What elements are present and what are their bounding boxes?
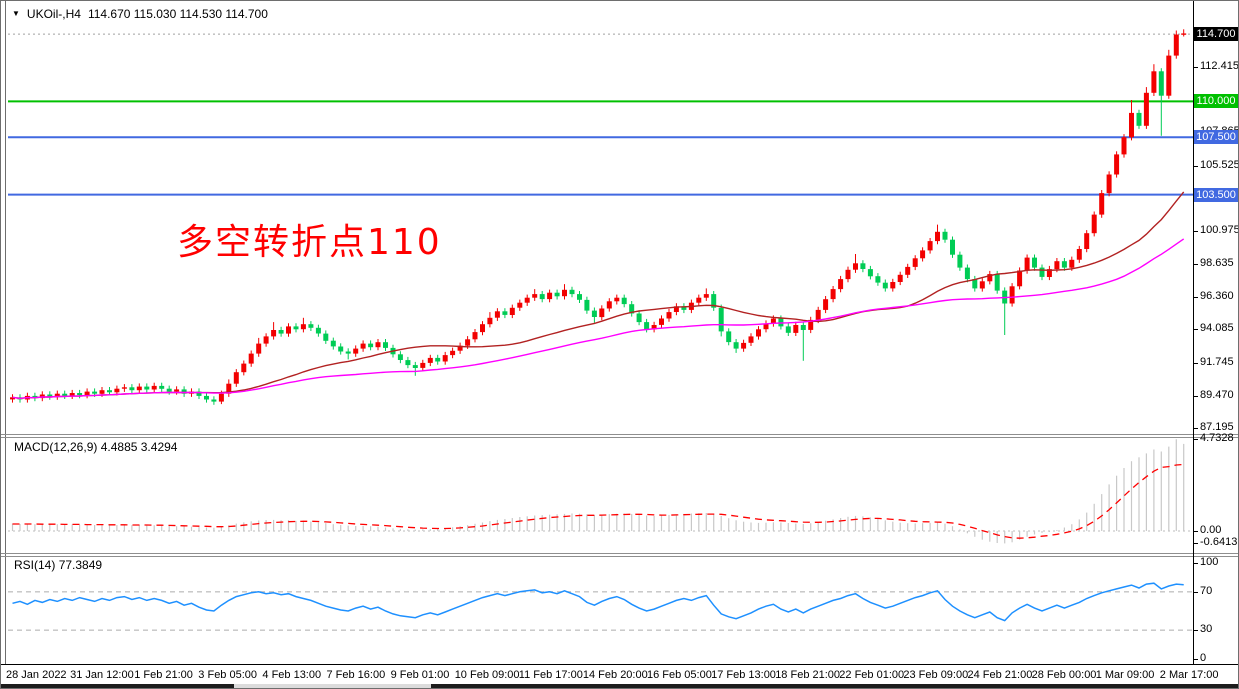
macd-tick-label: -0.6413 [1200, 536, 1238, 548]
macd-svg [8, 439, 1193, 544]
rsi-tick-label: 30 [1200, 623, 1213, 636]
time-axis-label: 23 Feb 09:00 [903, 669, 969, 681]
rsi-value: 77.3849 [58, 558, 103, 572]
time-axis-label: 16 Feb 05:00 [647, 669, 712, 681]
rsi-chart[interactable] [8, 557, 1193, 663]
time-axis-label: 2 Mar 17:00 [1159, 669, 1219, 681]
scrollbar-thumb[interactable] [234, 684, 431, 688]
moving-averages-layer [12, 191, 1185, 400]
panel-splitter[interactable] [1, 553, 1238, 554]
panel-splitter [1, 437, 1238, 438]
horizontal-scrollbar[interactable] [1, 684, 1238, 688]
price-tick [1193, 296, 1198, 298]
time-axis-label: 24 Feb 21:00 [967, 669, 1033, 681]
current-price-badge: 114.700 [1194, 27, 1238, 42]
ohlc-values: 114.670 115.030 114.530 114.700 [87, 7, 268, 21]
panel-splitter[interactable] [1, 434, 1238, 435]
price-tick [1193, 395, 1198, 397]
macd-indicator-label: MACD(12,26,9) 4.4885 3.4294 [14, 440, 178, 454]
rsi-tick [1193, 659, 1198, 660]
time-axis-label: 31 Jan 12:00 [70, 669, 134, 681]
macd-values: 4.4885 3.4294 [100, 440, 178, 454]
macd-tick [1193, 531, 1198, 532]
rsi-svg [8, 582, 1193, 631]
price-tick-label: 89.470 [1200, 388, 1234, 401]
chart-title-bar: ▼ UKOil-,H4 114.670 115.030 114.530 114.… [12, 7, 268, 21]
macd-tick-label: 0.00 [1200, 524, 1222, 536]
macd-signal-line [12, 463, 1184, 539]
price-tick-label: 112.415 [1200, 59, 1239, 72]
price-tick-label: 98.635 [1200, 257, 1234, 270]
time-axis-label: 17 Feb 13:00 [711, 669, 776, 681]
time-axis-label: 11 Feb 17:00 [518, 669, 583, 681]
time-axis-label: 22 Feb 01:00 [839, 669, 905, 681]
time-axis-label: 1 Mar 09:00 [1095, 669, 1155, 681]
main-price-chart[interactable] [8, 25, 1193, 434]
time-axis-label: 18 Feb 21:00 [775, 669, 841, 681]
panel-splitter [1, 556, 1238, 557]
price-tick-label: 105.525 [1200, 158, 1239, 171]
macd-tick-label: 4.7328 [1200, 432, 1234, 444]
rsi-tick [1193, 630, 1198, 632]
price-axis-border [1193, 1, 1194, 664]
time-axis-label: 4 Feb 13:00 [262, 669, 322, 681]
instrument-label: UKOil-,H4 [26, 7, 81, 21]
time-axis-label: 3 Feb 05:00 [198, 669, 258, 681]
rsi-tick-label: 70 [1200, 584, 1213, 597]
rsi-tick-label: 0 [1200, 652, 1207, 664]
price-level-badge: 103.500 [1194, 187, 1238, 202]
price-tick [1193, 329, 1198, 331]
price-level-badge: 107.500 [1194, 130, 1238, 145]
price-tick [1193, 363, 1198, 364]
rsi-indicator-label: RSI(14) 77.3849 [14, 558, 103, 572]
rsi-line [12, 582, 1184, 622]
time-axis-border [1, 664, 1238, 665]
window-left-frame [5, 1, 6, 664]
ohlc-toggle-arrow-icon[interactable]: ▼ [12, 9, 20, 18]
price-tick [1193, 230, 1198, 232]
time-axis-label: 10 Feb 09:00 [454, 669, 520, 681]
chart-text-annotation: 多空转折点110 [177, 222, 442, 263]
price-tick-label: 87.195 [1200, 421, 1234, 434]
price-tick [1193, 66, 1198, 68]
price-tick [1193, 165, 1198, 167]
time-axis-label: 14 Feb 20:00 [582, 669, 648, 681]
price-tick-label: 96.360 [1200, 289, 1234, 302]
time-axis-label: 28 Feb 00:00 [1031, 669, 1097, 681]
time-axis-label: 7 Feb 16:00 [326, 669, 386, 681]
price-tick-label: 100.975 [1200, 223, 1239, 236]
time-axis-label: 28 Jan 2022 [6, 669, 67, 681]
time-axis-label: 9 Feb 01:00 [390, 669, 450, 681]
candles-layer [10, 29, 1187, 405]
price-tick [1193, 428, 1198, 430]
rsi-tick [1193, 591, 1198, 593]
macd-tick [1193, 439, 1198, 440]
price-level-badge: 110.000 [1194, 94, 1238, 109]
macd-chart[interactable] [8, 438, 1193, 553]
main-chart-svg [8, 29, 1193, 405]
macd-tick [1193, 543, 1198, 544]
time-axis-label: 1 Feb 21:00 [134, 669, 193, 681]
price-tick-label: 91.745 [1200, 356, 1234, 368]
price-tick [1193, 264, 1198, 266]
horizontal-level-lines [8, 33, 1193, 196]
price-tick-label: 94.085 [1200, 322, 1234, 335]
rsi-tick [1193, 563, 1198, 564]
macd-histogram [11, 439, 1185, 544]
rsi-tick-label: 100 [1200, 556, 1219, 568]
